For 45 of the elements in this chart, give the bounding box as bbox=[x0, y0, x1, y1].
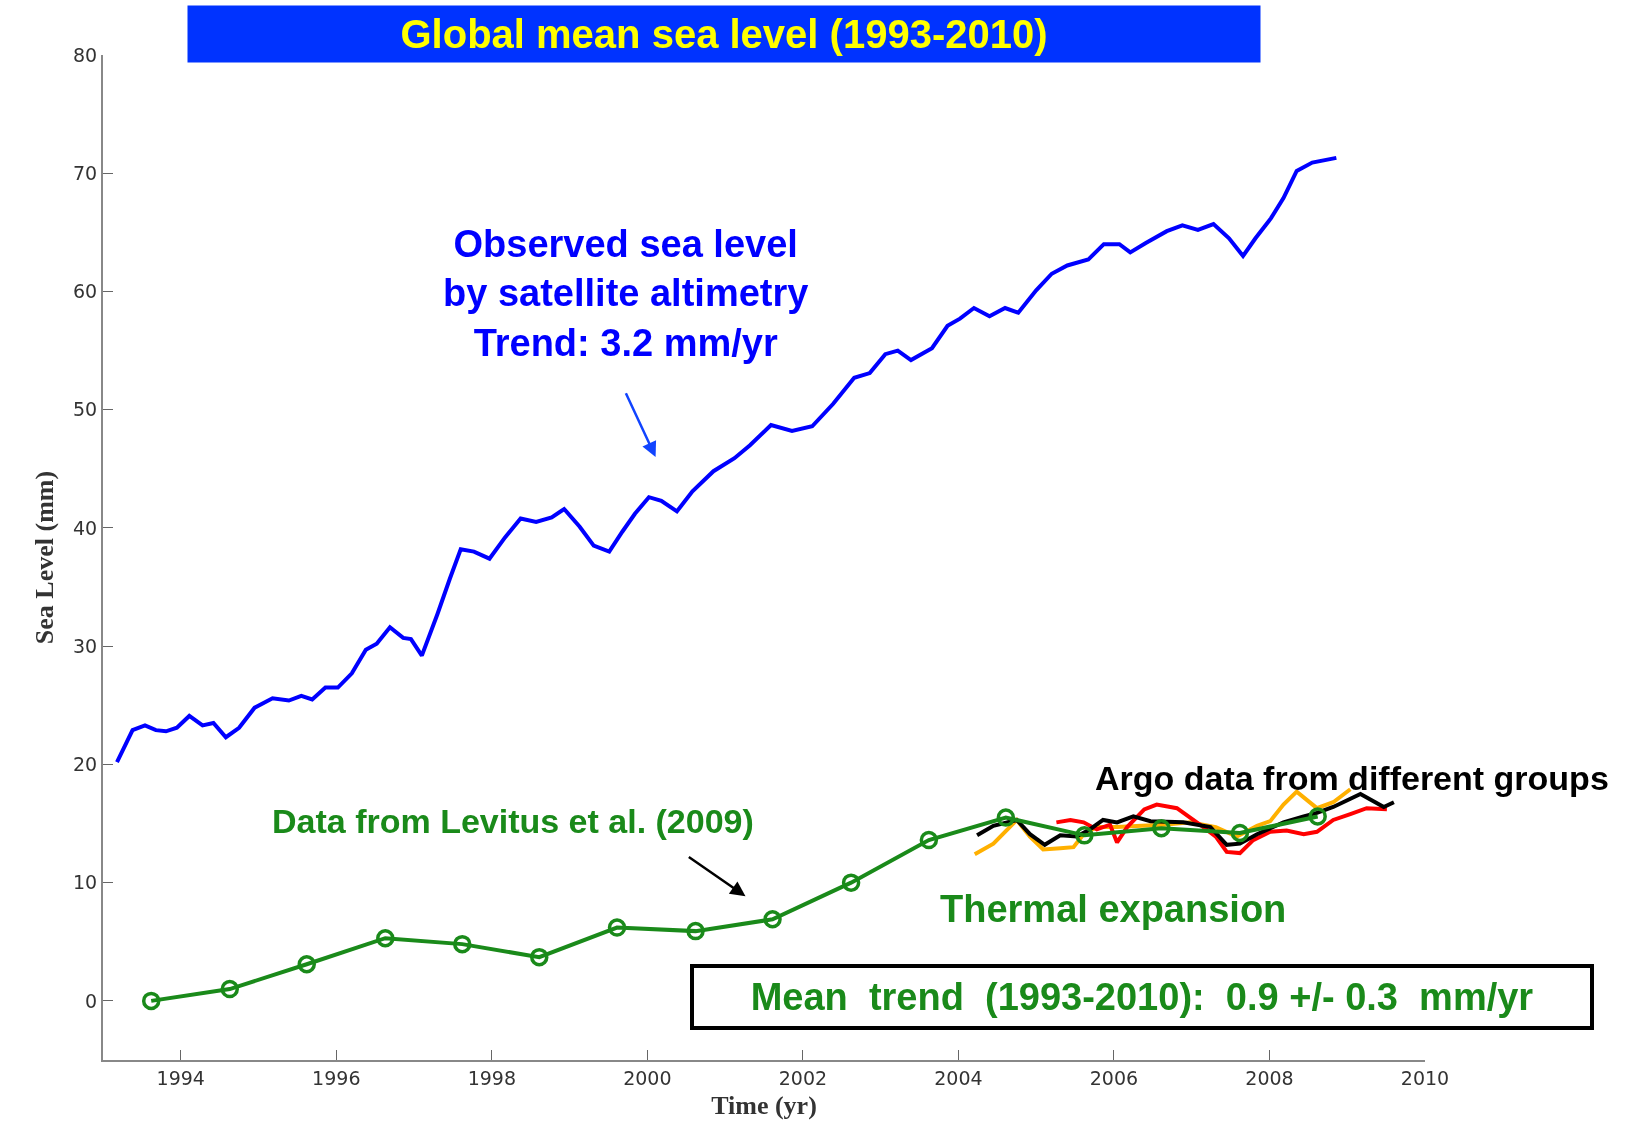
y-axis-title: Sea Level (mm) bbox=[29, 470, 59, 645]
annotation: Thermal expansion bbox=[940, 888, 1287, 930]
y-tick-label: 60 bbox=[73, 280, 98, 303]
point bbox=[1075, 826, 1094, 845]
title-banner: Global mean sea level (1993-2010) bbox=[187, 5, 1261, 63]
y-tick-label: 30 bbox=[73, 634, 98, 657]
x-tick-label: 2008 bbox=[1245, 1066, 1294, 1089]
x-tick-label: 1996 bbox=[312, 1066, 361, 1089]
point bbox=[996, 808, 1016, 827]
y-tick-label: 0 bbox=[85, 989, 98, 1012]
y-tick-label: 50 bbox=[73, 398, 98, 421]
chart-title: Global mean sea level (1993-2010) bbox=[400, 12, 1048, 56]
x-tick-label: 2000 bbox=[623, 1066, 672, 1089]
y-tick-label: 70 bbox=[73, 161, 98, 184]
x-tick-label: 2004 bbox=[934, 1066, 983, 1089]
annotation: Observed sea level by satellite altimetry Trend: 3.2 mm/yr bbox=[443, 223, 809, 364]
x-tick-label: 2006 bbox=[1089, 1066, 1139, 1089]
annotation: Argo data from different groups bbox=[1095, 759, 1609, 797]
point bbox=[841, 873, 861, 892]
point bbox=[919, 830, 939, 850]
x-tick-label: 1994 bbox=[156, 1066, 205, 1089]
y-tick-label: 40 bbox=[73, 516, 98, 539]
y-tick-label: 10 bbox=[73, 871, 98, 894]
point bbox=[1308, 807, 1327, 826]
point bbox=[376, 928, 395, 948]
y-tick-label: 20 bbox=[73, 753, 98, 776]
annotation: Mean trend (1993-2010): 0.9 +/- 0.3 mm/yr bbox=[750, 976, 1534, 1018]
x-tick-label: 2010 bbox=[1400, 1066, 1450, 1089]
annotation: Data from Levitus et al. (2009) bbox=[272, 802, 754, 840]
x-tick-label: 2002 bbox=[778, 1066, 828, 1089]
x-axis-title: Time (yr) bbox=[711, 1091, 817, 1120]
point bbox=[607, 918, 627, 937]
point bbox=[686, 921, 705, 941]
point bbox=[297, 954, 316, 974]
point bbox=[141, 991, 161, 1011]
point bbox=[763, 910, 782, 929]
y-tick-label: 80 bbox=[73, 43, 98, 66]
point bbox=[453, 934, 472, 954]
line-series bbox=[1054, 802, 1389, 856]
line-series bbox=[115, 155, 1339, 765]
point bbox=[220, 979, 240, 999]
point bbox=[530, 947, 549, 967]
x-tick-label: 1998 bbox=[467, 1066, 516, 1089]
point bbox=[1152, 819, 1171, 838]
point bbox=[1230, 823, 1250, 843]
